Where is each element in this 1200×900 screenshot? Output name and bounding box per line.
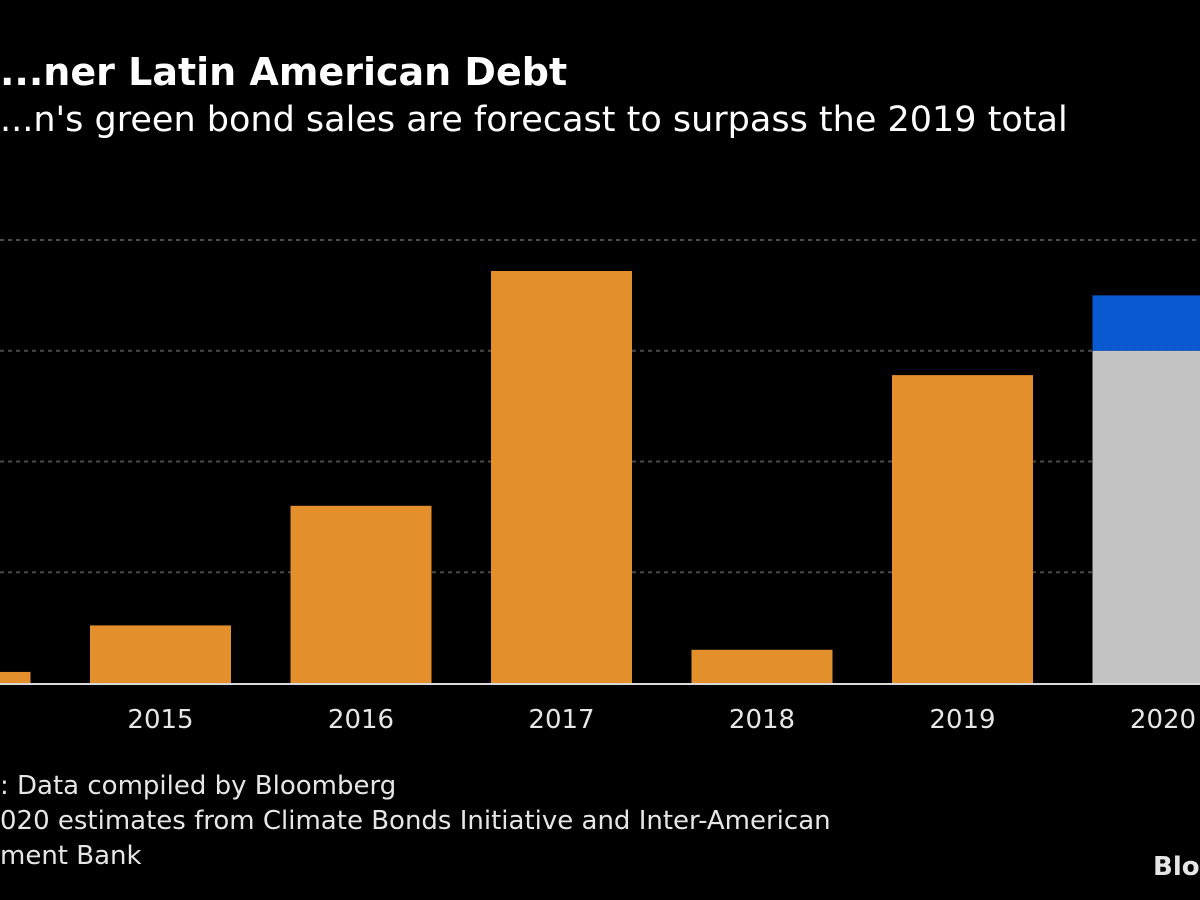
- bar-2020-forecast-top: [1092, 295, 1200, 351]
- tick-label-2019: 2019: [929, 705, 995, 735]
- bloomberg-logo-text: Blo: [1153, 852, 1200, 882]
- estimate-note-continued: ment Bank: [0, 841, 142, 871]
- bars: [0, 271, 1200, 683]
- tick-label-2018: 2018: [729, 705, 795, 735]
- chart-title: ...ner Latin American Debt: [0, 50, 568, 94]
- chart-subtitle: ...n's green bond sales are forecast to …: [0, 100, 1068, 140]
- tick-label-2016: 2016: [328, 705, 394, 735]
- tick-label-2015: 2015: [127, 705, 193, 735]
- estimate-note: 020 estimates from Climate Bonds Initiat…: [0, 806, 831, 836]
- tick-label-2020: 2020: [1130, 705, 1196, 735]
- bar-2016: [290, 505, 432, 683]
- bar-2015: [90, 625, 231, 683]
- bar-2019: [892, 375, 1033, 683]
- x-tick-labels: 2015 2016 2017 2018 2019 2020: [127, 705, 1196, 735]
- source-note: : Data compiled by Bloomberg: [0, 771, 397, 801]
- bar-2020: [1092, 350, 1200, 683]
- bar-2014: [0, 671, 31, 683]
- tick-label-2017: 2017: [528, 705, 594, 735]
- bar-2018: [691, 649, 833, 683]
- bar-2017: [491, 271, 632, 683]
